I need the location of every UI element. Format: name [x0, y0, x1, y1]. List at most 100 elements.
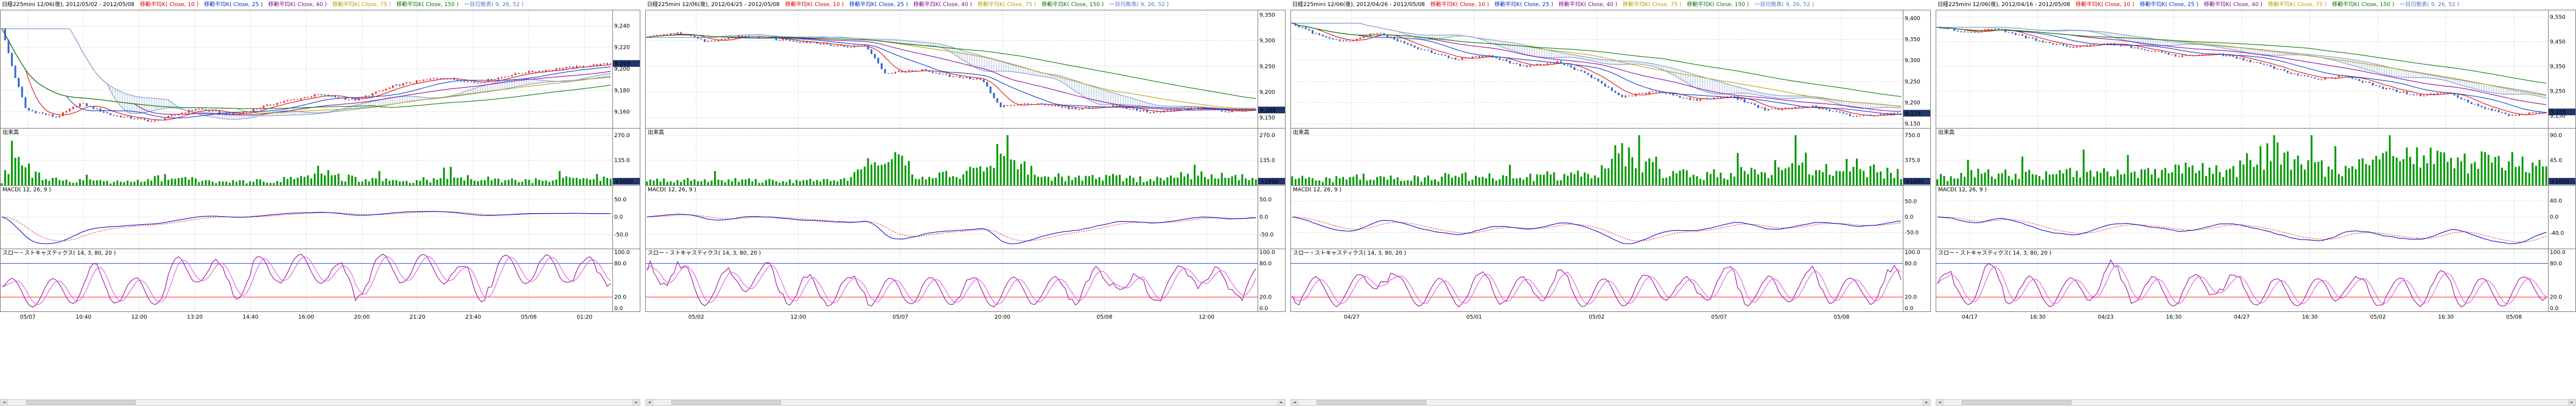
macd-signal-line	[1937, 216, 2547, 242]
volume-axis-label: 90.0	[2550, 133, 2562, 139]
horizontal-scrollbar[interactable]: ◄ ►	[1290, 399, 1931, 406]
legend-item: 移動平均K( Close, 25 )	[849, 2, 908, 8]
price-axis-label: 9,150	[2550, 113, 2566, 119]
chart-header: 日経225mini 12/06(夜), 2012/04/25 - 2012/05…	[645, 0, 1286, 10]
volume-axis-label: 375.0	[1905, 158, 1920, 164]
chart-panel: 日経225mini 12/06(夜), 2012/04/25 - 2012/05…	[645, 0, 1286, 407]
chart-plot[interactable]: 出来高 MACD( 12, 26, 9 ) スロー・ストキャスティクス( 14, 3…	[645, 10, 1286, 322]
candlesticks	[1, 28, 612, 122]
horizontal-scrollbar[interactable]: ◄ ►	[645, 399, 1286, 406]
legend-item: 移動平均K( Close, 75 )	[2267, 2, 2327, 8]
chart-header: 日経225mini 12/06(夜), 2012/04/26 - 2012/05…	[1290, 0, 1931, 10]
legend-item: 移動平均K( Close, 75 )	[977, 2, 1037, 8]
price-axis-label: 9,250	[1905, 79, 1920, 85]
x-axis-label: 04/23	[2098, 314, 2113, 320]
legend-item: 移動平均K( Close, 25 )	[2140, 2, 2199, 8]
chart-title: 日経225mini 12/06(夜), 2012/04/16 - 2012/05…	[1937, 2, 2070, 8]
stochastics-pane-label: スロー・ストキャスティクス( 14, 3, 80, 20 )	[1938, 250, 2051, 257]
price-axis-label: 9,350	[1905, 37, 1920, 43]
scroll-right-button[interactable]: ►	[632, 400, 640, 405]
chart-panel: 日経225mini 12/06(夜), 2012/05/02 - 2012/05…	[0, 0, 640, 407]
legend-item: 移動平均K( Close, 40 )	[268, 2, 327, 8]
macd-axis-label: 50.0	[614, 197, 626, 203]
price-axis-label: 9,220	[614, 45, 630, 51]
chart-borders	[0, 10, 640, 312]
last-price-label: 9,165	[1260, 108, 1276, 114]
legend-item: 移動平均K( Close, 40 )	[1558, 2, 1617, 8]
stoch-axis-label: 20.0	[2550, 295, 2562, 301]
legend-item: 移動平均K( Close, 25 )	[1494, 2, 1553, 8]
stoch-axis-label: 0.0	[614, 306, 623, 312]
macd-pane-label: MACD( 12, 26, 9 )	[648, 187, 696, 193]
scroll-right-button[interactable]: ►	[1278, 400, 1285, 405]
legend-item: 一目均衡表( 9, 26, 52 )	[1109, 2, 1169, 8]
scrollbar-thumb[interactable]	[671, 400, 781, 405]
ma-line	[1292, 23, 1902, 115]
horizontal-scrollbar[interactable]: ◄ ►	[0, 399, 640, 406]
legend-item: 移動平均K( Close, 75 )	[332, 2, 391, 8]
scrollbar-thumb[interactable]	[1317, 400, 1426, 405]
macd-lines	[1292, 216, 1902, 244]
last-price-label: 9,205	[615, 62, 631, 68]
macd-line	[646, 213, 1256, 244]
scroll-left-button[interactable]: ◄	[1936, 400, 1944, 405]
chart-plot[interactable]: 出来高 MACD( 12, 26, 9 ) スロー・ストキャスティクス( 14, 3…	[1290, 10, 1931, 322]
stochastics-pane-label: スロー・ストキャスティクス( 14, 3, 80, 20 )	[2, 250, 116, 257]
volume-unit-label: ×1000	[615, 179, 634, 185]
candlesticks	[646, 31, 1257, 114]
ma-line	[1, 28, 611, 119]
macd-lines	[1937, 216, 2547, 244]
price-axis-label: 9,400	[1905, 16, 1920, 22]
ichimoku-cloud	[1, 28, 611, 120]
x-axis-labels: 05/07 10:40 12:00 13:20 14:40 16:00 20:00 21:20…	[20, 314, 593, 320]
volume-pane-label: 出来高	[1293, 129, 1309, 136]
legend-item: 移動平均K( Close, 150 )	[2332, 2, 2395, 8]
chart-plot[interactable]: 出来高 MACD( 12, 26, 9 ) スロー・ストキャスティクス( 14, 3…	[1936, 10, 2576, 322]
stoch-d-line	[1292, 268, 1902, 305]
stoch-axis-label: 80.0	[2550, 261, 2562, 267]
last-price-label: 9,175	[1905, 111, 1921, 117]
ma-line	[646, 34, 1256, 99]
price-axis-label: 9,250	[1259, 64, 1275, 70]
stochastics-lines	[1936, 259, 2548, 308]
legend-item: 移動平均K( Close, 150 )	[1041, 2, 1104, 8]
scroll-left-button[interactable]: ◄	[646, 400, 653, 405]
price-axis: 9,400 9,350 9,300 9,250 9,200 9,150 750.0 375.0…	[1905, 16, 1920, 312]
x-axis-label: 05/02	[688, 314, 704, 320]
volume-bars	[1291, 135, 1902, 185]
scroll-left-button[interactable]: ◄	[1, 400, 8, 405]
stoch-axis-label: 100.0	[614, 250, 630, 256]
ma-line	[1, 28, 611, 109]
chart-plot[interactable]: 出来高 MACD( 12, 26, 9 ) スロー・ストキャスティクス( 14, 3…	[0, 10, 640, 322]
volume-axis-label: 135.0	[1259, 158, 1275, 164]
legend-item: 移動平均K( Close, 75 )	[1622, 2, 1682, 8]
macd-signal-line	[646, 214, 1256, 241]
macd-line	[1, 211, 611, 244]
scrollbar-thumb[interactable]	[26, 400, 136, 405]
pane-labels: 出来高 MACD( 12, 26, 9 ) スロー・ストキャスティクス( 14, 3…	[2, 129, 116, 257]
scroll-right-button[interactable]: ►	[1923, 400, 1930, 405]
stoch-d-line	[1937, 264, 2547, 305]
x-axis-label: 05/07	[20, 314, 36, 320]
scrollbar-thumb[interactable]	[1962, 400, 2071, 405]
chart-header: 日経225mini 12/06(夜), 2012/04/16 - 2012/05…	[1936, 0, 2576, 10]
last-price-tag: 9,165	[1258, 107, 1285, 114]
ma-line	[1292, 23, 1902, 107]
moving-average-lines	[1937, 27, 2547, 115]
last-price-label: 9,165	[2550, 110, 2566, 116]
stoch-axis-label: 20.0	[614, 295, 626, 301]
volume-axis-label: 270.0	[614, 133, 630, 139]
last-price-tag: 9,205	[613, 60, 640, 68]
legend-item: 移動平均K( Close, 40 )	[913, 2, 972, 8]
scroll-left-button[interactable]: ◄	[1291, 400, 1298, 405]
horizontal-scrollbar[interactable]: ◄ ►	[1936, 399, 2576, 406]
candlesticks	[1936, 26, 2547, 116]
macd-pane-label: MACD( 12, 26, 9 )	[1938, 187, 1987, 193]
ma-line	[646, 34, 1256, 111]
volume-unit-tag: ×1000	[1903, 178, 1930, 185]
macd-lines	[1, 211, 611, 244]
scroll-right-button[interactable]: ►	[2568, 400, 2575, 405]
ma-line	[646, 34, 1256, 109]
x-axis-labels: 04/27 05/01 05/02 05/07 05/08	[1344, 314, 1850, 320]
